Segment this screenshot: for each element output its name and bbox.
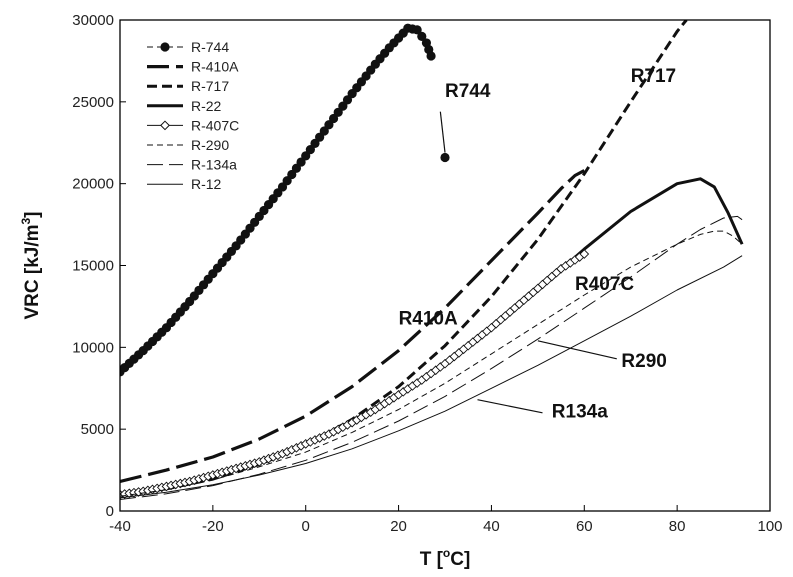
legend-marker: [160, 120, 170, 131]
legend-label: R-410A: [191, 59, 239, 75]
annotation-r744: R744: [445, 81, 491, 102]
legend-marker: [160, 42, 170, 52]
x-tick-label: 60: [576, 518, 593, 535]
legend-label: R-134a: [191, 157, 237, 173]
annotation-r410a: R410A: [399, 308, 458, 329]
x-tick-label: 80: [669, 518, 686, 535]
series-layer: [120, 20, 744, 500]
x-tick-label: 100: [757, 518, 782, 535]
x-tick-label: 0: [302, 518, 310, 535]
legend-label: R-290: [191, 137, 229, 153]
axes: -40 -20 0 20 40 60 80 100 0 5000 10000 15000 20000 25…: [72, 12, 782, 535]
r744-point: [426, 51, 436, 61]
x-axis-title: T [oC]: [420, 546, 471, 570]
y-tick-label: 10000: [72, 339, 114, 356]
x-tick-label: 20: [390, 518, 407, 535]
annotation-leader-line: [477, 399, 543, 414]
annotation-r134a: R134a: [552, 402, 608, 423]
r-12-line: [120, 255, 743, 499]
legend-item-r-407c: R-407C: [147, 117, 239, 133]
y-tick-label: 30000: [72, 12, 114, 29]
r-290-line: [120, 230, 743, 497]
annotation-leader-line: [537, 340, 617, 360]
series-r-744: [120, 23, 450, 377]
legend-label: R-12: [191, 176, 222, 192]
series-r-717: [120, 20, 688, 498]
r744-point: [417, 31, 427, 41]
legend-item-r-717: R-717: [147, 78, 229, 94]
r744-point: [412, 25, 422, 35]
y-tick-label: 0: [106, 503, 114, 520]
y-axis-title: VRC [kJ/m3]: [19, 211, 43, 319]
x-tick-label: -40: [109, 518, 131, 535]
annotation-r407c: R407C: [575, 274, 634, 295]
r744-point: [440, 152, 450, 163]
legend-label: R-717: [191, 78, 229, 94]
x-tick-label: -20: [202, 518, 224, 535]
y-tick-label: 20000: [72, 176, 114, 193]
y-tick-label: 15000: [72, 258, 114, 275]
series-r-12: [120, 255, 743, 499]
annotation-r717: R717: [631, 66, 676, 87]
series-r-407c: [120, 249, 590, 500]
legend-label: R-744: [191, 39, 229, 55]
legend: R-744 R-410A R-717 R-22 R-407C R-290 R-134a R-1…: [147, 39, 239, 192]
y-tick-label: 25000: [72, 94, 114, 111]
series-r-290: [120, 230, 743, 497]
x-tick-label: 40: [483, 518, 500, 535]
r407c-point: [579, 249, 590, 259]
r-410a-line: [120, 169, 586, 484]
annotation-layer: R744 R717 R410A R407C R290 R134a: [399, 66, 677, 423]
legend-item-r-22: R-22: [147, 98, 222, 114]
r-22-line: [120, 177, 744, 497]
legend-item-r-12: R-12: [147, 176, 222, 192]
r407c-line: [120, 253, 585, 496]
legend-item-r-744: R-744: [147, 39, 229, 55]
legend-item-r-134a: R-134a: [147, 157, 237, 173]
legend-item-r-290: R-290: [147, 137, 229, 153]
y-tick-label: 5000: [81, 421, 114, 438]
legend-item-r-410a: R-410A: [147, 59, 239, 75]
legend-label: R-22: [191, 98, 222, 114]
series-r-410a: [120, 169, 586, 484]
r-717-line: [120, 20, 688, 498]
annotation-r290: R290: [621, 351, 666, 372]
annotation-leader-line: [439, 111, 446, 153]
series-r-22: [120, 177, 744, 497]
legend-label: R-407C: [191, 117, 239, 133]
